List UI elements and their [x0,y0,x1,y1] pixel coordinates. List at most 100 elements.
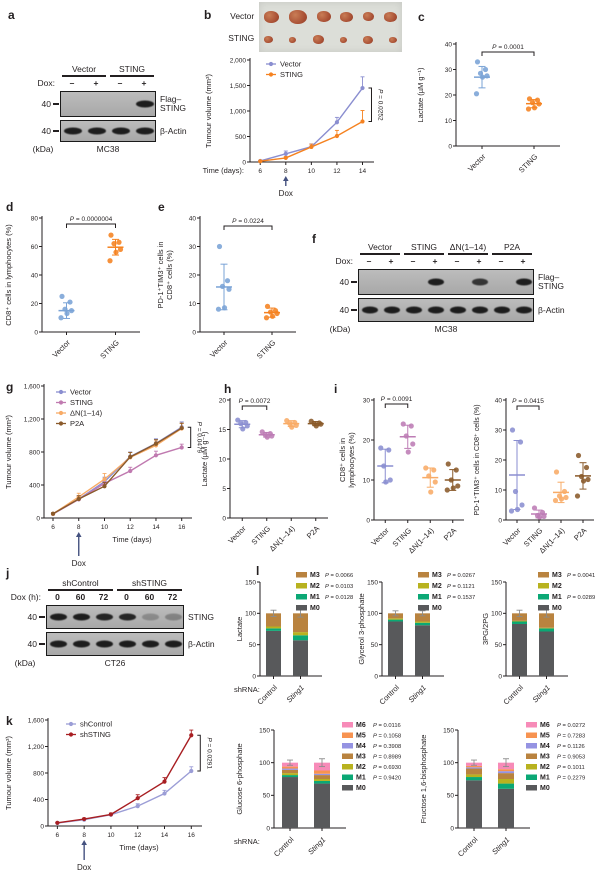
y-axis-label: Fructose 1,6-bisphosphate [419,735,428,824]
bar-segment-M3 [282,769,298,774]
text-label: 150 [259,727,270,734]
group-P2A [444,461,461,493]
bar-segment-M2 [539,627,554,629]
x-category-label: P2A [572,526,588,542]
bar-segment-M2 [512,620,527,622]
bar-segment-M0 [293,640,308,676]
protein-band [164,640,183,648]
panel-letter-j: j [6,566,10,580]
legend-label: M2 [432,583,442,590]
bar-segment-M2 [314,779,330,781]
p-value: P = 0.1126 [557,744,585,750]
text-label: 30 [495,427,503,434]
p-value: P = 0.0041 [567,573,595,579]
protein-band [135,100,155,108]
panel-letter-h: h [224,382,232,396]
legend-swatch-M0 [418,605,429,611]
text-label: 100 [367,611,378,618]
legend-label: M1 [432,594,442,601]
legend-label: M1 [310,594,320,601]
legend-label: M2 [552,583,562,590]
cell-line-label: MC38 [434,324,458,334]
bar-segment-M0 [512,623,527,676]
p-value: P = 0.0272 [557,723,585,729]
p-value: P = 0.6930 [373,765,401,771]
tumour-blob [264,36,274,44]
legend-swatch-M1 [526,774,537,780]
blot-group-label: STING [404,242,444,255]
panel-letter-a: a [8,8,15,22]
p-value: P = 0.0415 [512,398,544,405]
group-Vector [58,293,75,321]
group-STING [531,505,547,520]
bar-segment-M5 [498,769,514,772]
text-label: 20 [189,272,197,279]
text-label: 100 [259,760,270,767]
y-axis-label: Glycerol 3-phosphate [357,593,366,664]
group-Vector [215,243,232,312]
3pg-2pg-chart: 0 50 100 150 3PG/2PG Control Sting1 M3 P = 0.004… [481,572,595,707]
bar-segment-M0 [466,780,482,828]
group-P2A [307,418,324,429]
blot-protein-label: STING [188,611,214,622]
x-category-label: Vector [208,338,230,360]
fructose-16-bisphosphate-chart: 0 50 100 150 Fructose 1,6-bisphosphate Contro… [419,722,585,859]
bar-segment-M1 [282,775,298,778]
legend-swatch-M2 [342,764,353,770]
protein-band [141,640,160,648]
x-axis-label: Time (days): [203,166,244,175]
text-label: 50 [249,642,257,649]
bar-segment-M1 [293,635,308,641]
bar-segment-M2 [498,779,514,784]
cd8-chart-i1: 0 10 20 30 CD8⁺ cells in lymphocytes (%) Vecto… [336,386,468,572]
tumour-blob [388,36,397,43]
panel-letter-d: d [6,200,14,214]
p-value: P = 0.1058 [373,734,401,740]
p-value: P = 0.1011 [557,765,585,771]
protein-band [72,613,91,621]
p-value: P = 0.0128 [325,595,353,601]
bar-segment-M5 [466,765,482,768]
text-label: 20 [31,301,39,308]
lane-label: + [476,256,482,266]
text-label: 6 [56,832,60,839]
text-label: 0 [366,517,370,524]
x-category-label: Control [272,835,296,859]
y-axis-label: lymphocytes (%) [347,432,356,488]
x-category-label: P2A [305,524,321,540]
stack-chart-glycerol3p: 0 50 100 150 Glycerol 3-phosphate Control Stin… [356,570,476,720]
legend-swatch-M4 [342,743,353,749]
kda-label: (kDa) [329,324,351,334]
legend-swatch-M5 [342,732,353,738]
lane-label: – [410,256,416,266]
kda-label: (kDa) [32,144,54,154]
legend-swatch-M3 [526,753,537,759]
blot-group-label: Vector [62,64,106,77]
legend-swatch-M3 [418,572,429,578]
protein-band [135,127,155,135]
text-label: 0 [266,825,270,832]
stack-chart-3pg2pg: 0 50 100 150 3PG/2PG Control Sting1 M3 P = 0.004… [480,570,598,720]
panel-letter-k: k [6,714,13,728]
x-category-label: STING [255,338,278,361]
text-label: 0 [36,515,40,522]
lactate-4groups-chart: 0 5 10 15 20 Lactate (µM g⁻¹) Vector STINGΔN(1–… [200,397,328,553]
text-label: 0 [450,825,454,832]
legend-swatch-M2 [538,583,549,589]
p-value: P = 0.9053 [557,755,585,761]
text-label: 150 [491,579,502,586]
text-label: 14 [161,832,169,839]
protein-band [95,613,114,621]
protein-band [361,306,379,314]
text-label: 20 [445,92,453,99]
text-label: 0 [374,673,378,680]
legend-label: M3 [356,754,366,761]
series-STING [50,443,184,517]
p-value: P = 0.1537 [447,595,475,601]
stack-chart-lactate: 0 50 100 150 Lactate Control Sting1 shRNA: M3 P =… [234,570,353,720]
p-value: P = 0.0289 [567,595,595,601]
cell-line-label: CT26 [104,658,126,668]
legend-swatch-M0 [342,785,353,791]
bar-segment-M3 [466,768,482,775]
panel-letter-l: l [256,564,260,578]
